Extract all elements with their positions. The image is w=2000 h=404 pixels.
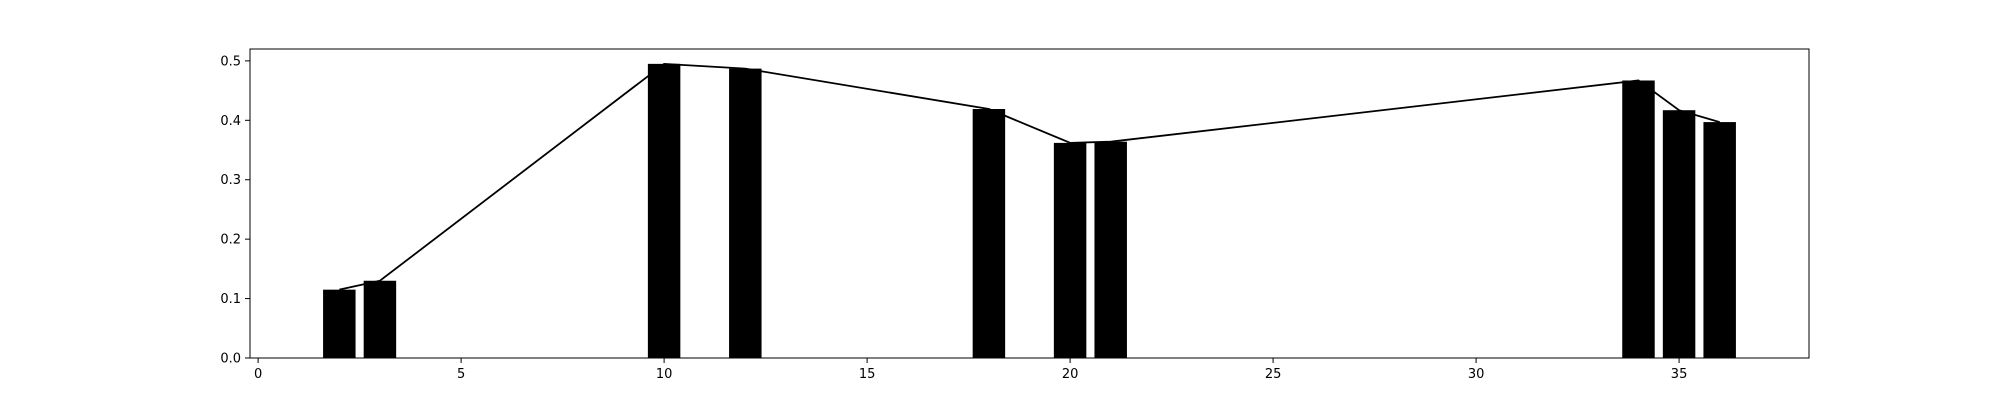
bar-2 bbox=[647, 63, 681, 359]
y-tick-label-1: 0.1 bbox=[220, 292, 241, 307]
x-tick-label-2: 10 bbox=[656, 367, 673, 382]
x-tick-label-7: 35 bbox=[1671, 367, 1688, 382]
x-tick-label-0: 0 bbox=[254, 367, 262, 382]
y-tick-label-0: 0.0 bbox=[220, 352, 241, 367]
plot-frame bbox=[249, 48, 1810, 359]
series-line bbox=[339, 62, 1720, 291]
bar-9 bbox=[1703, 122, 1736, 358]
bar-0 bbox=[323, 289, 356, 358]
y-tick-label-3: 0.3 bbox=[220, 173, 241, 188]
bar-4 bbox=[972, 109, 1006, 359]
y-tick-label-2: 0.2 bbox=[220, 233, 241, 248]
bar-1 bbox=[363, 280, 397, 358]
y-tick-label-4: 0.4 bbox=[220, 114, 241, 129]
bar-6 bbox=[1094, 141, 1127, 358]
bar-5 bbox=[1053, 142, 1087, 358]
x-tick-label-4: 20 bbox=[1062, 367, 1079, 382]
axes-layer bbox=[249, 48, 1810, 359]
x-tick-label-3: 15 bbox=[859, 367, 876, 382]
x-tick-label-6: 30 bbox=[1468, 367, 1485, 382]
bar-8 bbox=[1662, 110, 1696, 359]
bar-3 bbox=[729, 68, 762, 359]
ticks-layer: 0 5 10 15 20 25 30 35 0.0 0.1 0.2 0.3 0.4 0.5 bbox=[220, 54, 1687, 382]
y-tick-label-5: 0.5 bbox=[220, 54, 241, 69]
bar-7 bbox=[1622, 80, 1655, 359]
x-tick-label-5: 25 bbox=[1265, 367, 1282, 382]
line-layer bbox=[339, 62, 1720, 291]
x-tick-label-1: 5 bbox=[457, 367, 465, 382]
bars-layer bbox=[323, 63, 1736, 359]
